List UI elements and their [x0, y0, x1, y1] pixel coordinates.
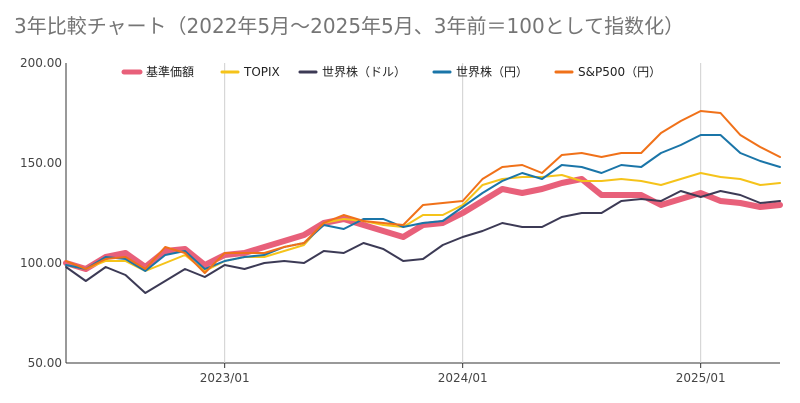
y-tick-label: 150.00 — [20, 156, 62, 170]
x-tick-label: 2025/01 — [676, 371, 726, 385]
y-tick-label: 100.00 — [20, 256, 62, 270]
series-line-0 — [63, 176, 783, 272]
chart-title: 3年比較チャート（2022年5月〜2025年5月、3年前＝100として指数化） — [14, 14, 685, 38]
series-line-2 — [65, 190, 781, 294]
series-line-4 — [65, 110, 781, 274]
series-line-1 — [65, 172, 781, 272]
legend-label: S&P500（円） — [578, 65, 661, 79]
y-tick-label: 50.00 — [28, 356, 62, 370]
y-tick-label: 200.00 — [20, 56, 62, 70]
legend-label: 世界株（ドル） — [322, 64, 406, 79]
legend-label: 世界株（円） — [456, 64, 528, 79]
legend-label: 基準価額 — [146, 64, 194, 79]
x-tick-label: 2023/01 — [200, 371, 250, 385]
legend-label: TOPIX — [243, 65, 280, 79]
series-line-3 — [65, 134, 781, 272]
x-tick-label: 2024/01 — [438, 371, 488, 385]
